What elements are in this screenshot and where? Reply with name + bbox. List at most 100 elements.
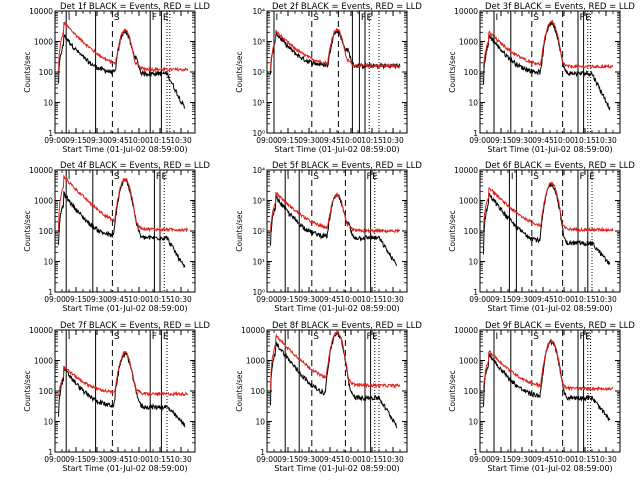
- y-axis-label: Counts/sec: [448, 210, 457, 251]
- series-events-black: [270, 29, 401, 75]
- y-tick-label: 1000: [34, 38, 53, 47]
- x-tick-label: 09:45: [532, 295, 554, 304]
- series-lld-red: [270, 28, 401, 69]
- y-tick-label: 10000: [29, 326, 53, 335]
- series-events-black: [483, 339, 611, 422]
- x-tick-label: 09:00: [469, 455, 491, 464]
- x-tick-label: 10:00: [128, 455, 150, 464]
- panel-title: Det 6f BLACK = Events, RED = LLD: [485, 161, 635, 171]
- y-tick-label: 1: [48, 129, 53, 138]
- x-axis-label: Start Time (01-Jul-02 08:59:00): [487, 145, 612, 154]
- chart-panel-7: Det 7f BLACK = Events, RED = LLD 1 10 100 10…: [23, 321, 210, 473]
- series-lld-red: [483, 19, 614, 70]
- annotation-S: S: [114, 332, 120, 342]
- x-tick-label: 09:30: [511, 136, 533, 145]
- y-tick-label: 100: [39, 227, 54, 236]
- x-tick-label: 10:15: [149, 136, 171, 145]
- x-tick-label: 09:00: [44, 295, 66, 304]
- chart-panel-8: Det 8f BLACK = Events, RED = LLD 1 10 100 10…: [235, 321, 422, 473]
- y-tick-label: 100: [464, 227, 479, 236]
- annotation-S: S: [533, 332, 539, 342]
- y-tick-label: 1: [48, 448, 53, 457]
- y-tick-label: 10³: [252, 38, 265, 47]
- x-tick-label: 10:30: [382, 136, 404, 145]
- annotation-F: F: [361, 13, 366, 23]
- annotation-F: F: [152, 13, 157, 23]
- x-tick-label: 09:15: [277, 136, 299, 145]
- y-tick-label: 1: [473, 448, 478, 457]
- plot-frame: [479, 329, 621, 453]
- annotation-E: E: [162, 172, 168, 182]
- y-axis-label: Counts/sec: [235, 210, 244, 251]
- y-tick-label: 100: [464, 68, 479, 77]
- x-axis-label: Start Time (01-Jul-02 08:59:00): [274, 145, 399, 154]
- y-tick-label: 10³: [252, 197, 265, 206]
- annotation-I: I: [68, 172, 71, 182]
- annotation-F: F: [152, 332, 157, 342]
- panel-title: Det 3f BLACK = Events, RED = LLD: [485, 2, 635, 12]
- y-tick-label: 10⁴: [252, 166, 265, 175]
- annotation-F: F: [580, 332, 585, 342]
- y-tick-label: 100: [39, 68, 54, 77]
- annotation-S: S: [114, 13, 120, 23]
- annotation-F: F: [580, 172, 585, 182]
- annotation-I: I: [68, 332, 71, 342]
- y-tick-label: 10: [468, 99, 478, 108]
- y-tick-label: 10000: [29, 166, 53, 175]
- plot-frame: [479, 10, 621, 134]
- x-tick-label: 09:15: [65, 295, 87, 304]
- annotation-E: E: [367, 13, 373, 23]
- x-tick-label: 10:30: [595, 455, 617, 464]
- x-tick-label: 10:30: [170, 136, 192, 145]
- y-tick-label: 100: [39, 387, 54, 396]
- panel-title: Det 7f BLACK = Events, RED = LLD: [60, 321, 210, 331]
- chart-panel-4: Det 4f BLACK = Events, RED = LLD 1 10 100 10…: [23, 161, 210, 313]
- annotation-S: S: [313, 13, 319, 23]
- y-tick-label: 10: [468, 258, 478, 267]
- series-lld-red: [58, 350, 189, 398]
- y-tick-label: 1000: [34, 197, 53, 206]
- x-axis-label: Start Time (01-Jul-02 08:59:00): [487, 304, 612, 313]
- annotation-E: E: [589, 172, 595, 182]
- x-tick-label: 09:00: [256, 455, 278, 464]
- annotation-I: I: [287, 172, 290, 182]
- annotation-E: E: [372, 332, 378, 342]
- x-tick-label: 10:00: [340, 136, 362, 145]
- x-tick-label: 09:15: [65, 455, 87, 464]
- y-tick-label: 1000: [459, 197, 478, 206]
- y-tick-label: 10⁰: [252, 288, 265, 297]
- annotation-S: S: [533, 172, 539, 182]
- series-lld-red: [270, 331, 401, 389]
- y-axis-label: Counts/sec: [23, 210, 32, 251]
- series-events-black: [483, 182, 611, 266]
- y-tick-label: 10²: [252, 227, 265, 236]
- y-tick-label: 10: [43, 258, 53, 267]
- x-tick-label: 10:00: [553, 136, 575, 145]
- x-tick-label: 10:15: [361, 295, 383, 304]
- panel-title: Det 8f BLACK = Events, RED = LLD: [272, 321, 422, 331]
- x-tick-label: 10:00: [340, 455, 362, 464]
- x-tick-label: 10:15: [149, 455, 171, 464]
- annotation-I: I: [496, 332, 499, 342]
- y-tick-label: 10⁰: [252, 129, 265, 138]
- x-tick-label: 10:30: [595, 136, 617, 145]
- y-tick-label: 100: [464, 387, 479, 396]
- x-tick-label: 09:15: [490, 295, 512, 304]
- series-lld-red: [270, 191, 400, 235]
- panel-title: Det 1f BLACK = Events, RED = LLD: [60, 2, 210, 12]
- x-tick-label: 09:15: [65, 136, 87, 145]
- x-tick-label: 10:00: [128, 136, 150, 145]
- y-tick-label: 10: [255, 418, 265, 427]
- annotation-S: S: [313, 172, 319, 182]
- chart-panel-9: Det 9f BLACK = Events, RED = LLD 1 10 100 10…: [448, 321, 635, 473]
- x-tick-label: 10:00: [553, 455, 575, 464]
- annotation-S: S: [114, 172, 120, 182]
- plot-frame: [54, 329, 196, 453]
- series-events-black: [270, 332, 398, 429]
- annotation-F: F: [156, 172, 161, 182]
- y-tick-label: 1: [473, 129, 478, 138]
- panel-title: Det 5f BLACK = Events, RED = LLD: [272, 161, 422, 171]
- y-axis-label: Counts/sec: [235, 51, 244, 92]
- series-lld-red: [58, 21, 189, 73]
- x-tick-label: 09:45: [532, 136, 554, 145]
